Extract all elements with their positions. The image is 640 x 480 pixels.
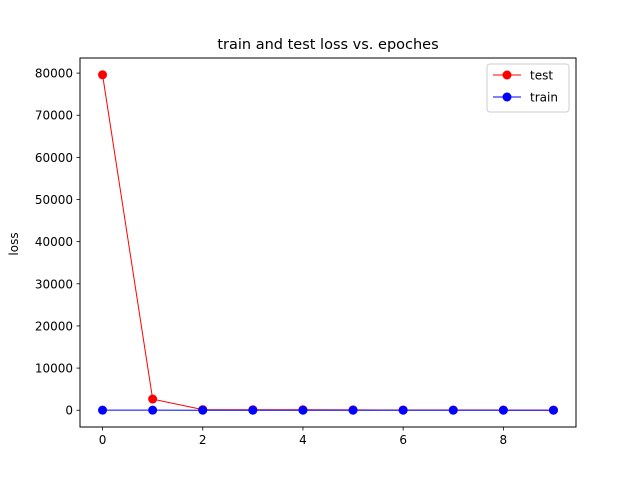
y-tick-label: 50000 [35,193,73,207]
y-axis-label: loss [7,232,21,255]
data-point-train [398,405,408,415]
y-tick-label: 0 [65,404,73,418]
y-tick-label: 60000 [35,151,73,165]
legend-marker-train [502,92,512,102]
data-point-train [98,405,108,415]
data-point-train [548,405,558,415]
x-tick-label: 8 [500,433,508,447]
data-point-train [198,405,208,415]
plot-frame [79,57,577,428]
data-point-test [148,394,158,404]
legend-marker-test [502,70,512,80]
y-tick-label: 20000 [35,319,73,333]
legend-label-train: train [530,91,558,105]
x-tick-label: 4 [299,433,307,447]
series-line-test [102,74,554,411]
legend-label-test: test [530,69,553,83]
data-point-test [98,70,108,80]
data-point-train [248,405,258,415]
x-axis: 0 2 4 6 8 [99,427,507,447]
chart-title: train and test loss vs. epoches [217,37,438,53]
x-tick-label: 6 [399,433,407,447]
y-axis: 0 10000 20000 30000 40000 50000 60000 70000 8000… [35,67,80,418]
y-tick-label: 70000 [35,109,73,123]
data-point-train [448,405,458,415]
y-tick-label: 80000 [35,67,73,81]
data-point-train [148,405,158,415]
legend-box [486,63,570,113]
plot-area [98,70,558,415]
y-tick-label: 40000 [35,235,73,249]
data-point-train [498,405,508,415]
data-point-train [298,405,308,415]
legend: test train [486,63,570,113]
y-tick-label: 30000 [35,277,73,291]
data-point-train [348,405,358,415]
x-tick-label: 0 [99,433,107,447]
y-tick-label: 10000 [35,362,73,376]
x-tick-label: 2 [199,433,207,447]
